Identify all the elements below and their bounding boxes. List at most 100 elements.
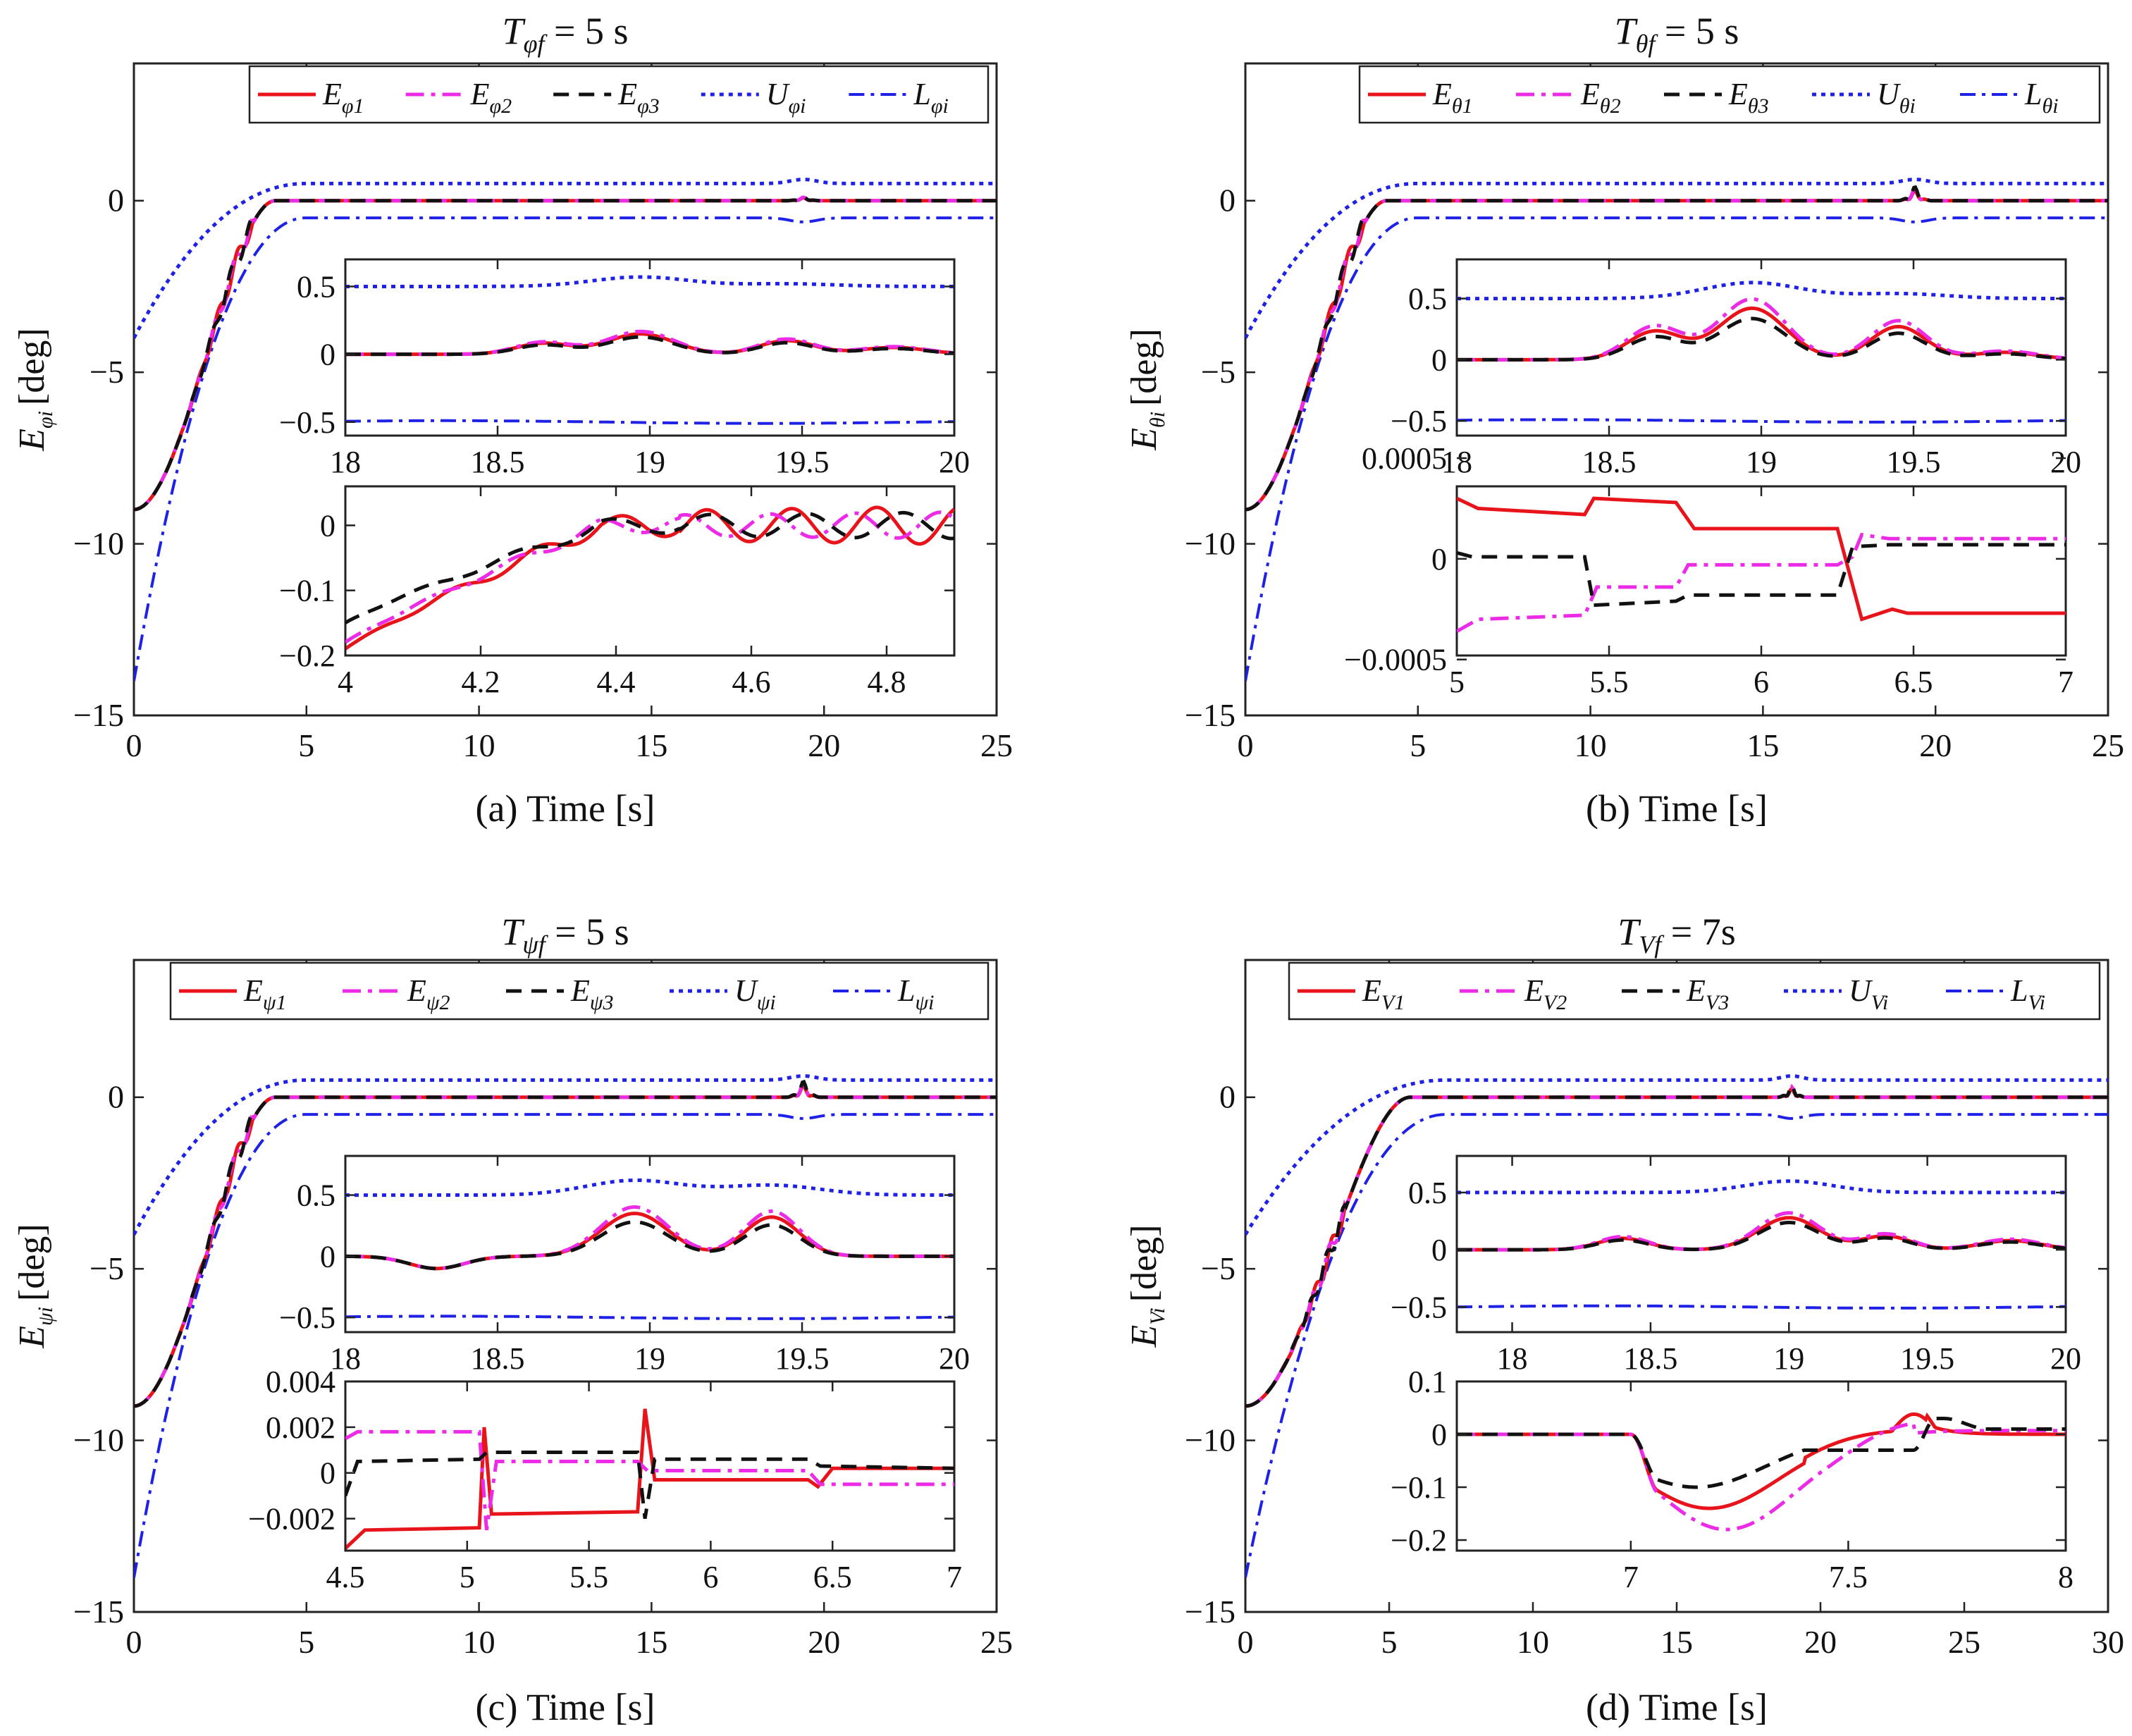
legend-label-main: E xyxy=(1362,973,1381,1008)
inset-2-xtick-label: 4.8 xyxy=(868,665,906,699)
inset-1-error-3 xyxy=(345,335,954,357)
main-series-group xyxy=(134,1074,997,1578)
y-axis-label-sub: θi xyxy=(1146,412,1169,428)
inset-1-error-3 xyxy=(1457,1221,2066,1252)
main-xtick-label: 5 xyxy=(298,1624,314,1660)
legend-label-main: E xyxy=(407,973,426,1008)
inset-2-ytick-label: −0.0005 xyxy=(1344,643,1447,677)
inset-2-axes xyxy=(344,1380,956,1552)
main-ytick-label: −10 xyxy=(73,1422,124,1458)
inset-1-lower-bound xyxy=(345,1315,954,1320)
legend-label: Lθi xyxy=(2024,77,2059,118)
legend-label-sub: ψi xyxy=(757,991,776,1014)
main-xtick-label: 20 xyxy=(808,1624,840,1660)
x-axis-caption: (a) Time [s] xyxy=(476,787,655,830)
inset-1-ytick-label: −0.5 xyxy=(1391,404,1447,438)
panel-title-tail: = 7s xyxy=(1661,911,1735,953)
main-xtick-label: 25 xyxy=(980,727,1013,763)
error-series-3 xyxy=(1245,1082,2108,1408)
legend-label-main: E xyxy=(1432,77,1452,111)
y-axis-label-text: Eφi [deg] xyxy=(12,328,57,451)
inset-2-series xyxy=(1457,496,2066,633)
inset-1-xtick-label: 19.5 xyxy=(775,1341,830,1376)
legend-label: Lψi xyxy=(897,973,934,1014)
inset-1-ytick-label: 0 xyxy=(320,338,335,372)
main-xtick-label: 20 xyxy=(1804,1624,1837,1660)
y-axis-label-sub: φi xyxy=(34,411,57,429)
legend-label-main: U xyxy=(734,973,759,1008)
main-ytick-label: −5 xyxy=(1201,1250,1236,1286)
inset-1-axes xyxy=(344,1155,956,1334)
y-axis-label-text: Eθi [deg] xyxy=(1124,328,1169,451)
main-xtick-label: 10 xyxy=(463,1624,495,1660)
inset-2-ytick-label: −0.1 xyxy=(1391,1470,1447,1505)
main-ytick-label: −15 xyxy=(73,1594,124,1630)
panel-title: Tφf = 5 s xyxy=(503,10,629,58)
x-axis-caption: (b) Time [s] xyxy=(1586,787,1768,830)
y-axis-label: Eφi [deg] xyxy=(12,328,57,451)
legend: Eθ1 Eθ2 Eθ3 Uθi Lθi xyxy=(1358,65,2101,124)
legend-label: Lφi xyxy=(913,77,948,118)
inset-1-xtick-label: 18.5 xyxy=(471,1341,525,1376)
y-axis-label-main: E xyxy=(1124,1325,1164,1348)
panel-title-main: T xyxy=(1615,10,1639,52)
main-xtick-label: 0 xyxy=(1238,1624,1254,1660)
inset-2-xtick-label: 6.5 xyxy=(813,1560,852,1594)
y-axis-label: Eθi [deg] xyxy=(1124,328,1169,451)
main-xtick-label: 0 xyxy=(126,727,142,763)
panel-title-tail: = 5 s xyxy=(546,911,629,953)
lower-bound-line xyxy=(1245,216,2108,682)
main-series-group xyxy=(1245,178,2108,682)
main-xtick-label: 15 xyxy=(635,1624,667,1660)
legend-label: EV1 xyxy=(1362,973,1405,1014)
inset-2-xtick-label: 5.5 xyxy=(569,1560,608,1594)
inset-1-xtick-label: 18 xyxy=(1497,1341,1528,1376)
inset-1-upper-bound xyxy=(345,275,954,288)
inset-1-series xyxy=(1457,281,2066,424)
inset-2-ytick-label: 0.0005 xyxy=(1362,441,1447,476)
inset-1-error-3 xyxy=(345,1220,954,1271)
main-ytick-label: −5 xyxy=(90,1250,124,1286)
inset-2-xtick-label: 4.4 xyxy=(597,665,636,699)
legend-box xyxy=(248,65,990,124)
inset-1-xtick-label: 19.5 xyxy=(775,445,830,479)
inset-2-error-3 xyxy=(1457,1417,2066,1489)
inset-1-ytick-label: 0 xyxy=(1431,1233,1447,1267)
inset-2-series xyxy=(345,1408,954,1550)
panel-title-sub: θf xyxy=(1636,30,1659,58)
inset-2-xtick-label: 4 xyxy=(338,665,353,699)
legend-label: Eφ1 xyxy=(322,77,364,118)
main-ytick-label: 0 xyxy=(108,183,124,218)
inset-2-ytick-label: −0.2 xyxy=(1391,1523,1447,1558)
inset-2-xtick-label: 5 xyxy=(1449,665,1465,699)
panel-title-sub: ψf xyxy=(522,930,548,959)
legend-label-sub: φ1 xyxy=(342,94,364,118)
inset-1-axes xyxy=(1455,258,2067,437)
x-axis-caption: (d) Time [s] xyxy=(1586,1686,1768,1728)
inset-1-upper-bound xyxy=(345,1178,954,1198)
main-xtick-label: 15 xyxy=(635,727,667,763)
main-ytick-label: −5 xyxy=(90,354,124,390)
main-xtick-label: 5 xyxy=(1381,1624,1398,1660)
inset-1-ytick-label: 0 xyxy=(320,1239,335,1274)
main-xtick-label: 10 xyxy=(1517,1624,1549,1660)
inset-2-ytick-label: 0.1 xyxy=(1408,1365,1447,1399)
inset-1-series xyxy=(345,275,954,425)
legend-label-sub: φi xyxy=(789,94,806,118)
legend-label: Eφ3 xyxy=(617,77,660,118)
inset-1-ytick-label: 0.5 xyxy=(1408,1176,1447,1210)
panel-a: 0 5 10 15 20 25 −15 −10 −5 0 Tφf = 5 s (a) Time [s]… xyxy=(12,10,1013,830)
inset-1-xtick-label: 19 xyxy=(634,1341,665,1376)
legend-label-sub: φ3 xyxy=(637,94,660,118)
legend-label-main: E xyxy=(617,77,637,111)
legend-box xyxy=(1358,65,2101,124)
main-ytick-label: −10 xyxy=(73,526,124,562)
inset-1-series xyxy=(1457,1179,2066,1310)
inset-2-axes xyxy=(1455,1380,2067,1552)
inset-2-xtick-label: 5 xyxy=(460,1560,475,1594)
inset-1-xtick-label: 18 xyxy=(1441,445,1472,479)
inset-1-axes xyxy=(1455,1155,2067,1334)
inset-2-xtick-label: 5.5 xyxy=(1590,665,1629,699)
legend-box xyxy=(1288,961,2101,1021)
inset-zoom-steady: 18 18.5 19 19.5 20 −0.5 0 0.5 xyxy=(279,258,970,479)
